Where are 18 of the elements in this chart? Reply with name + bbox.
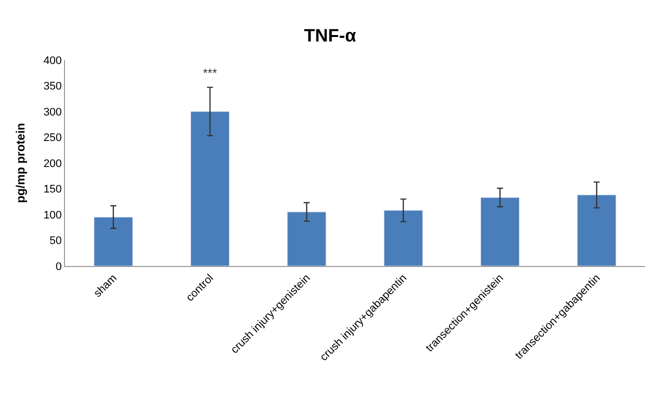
y-tick-label: 350	[43, 80, 62, 93]
chart-title: TNF-α	[304, 26, 356, 46]
bar	[190, 111, 230, 266]
annotation: ***	[203, 66, 218, 80]
y-tick-label: 150	[43, 184, 62, 196]
bar	[287, 212, 326, 266]
y-tick-label: 100	[43, 209, 62, 222]
y-tick-label: 200	[43, 158, 62, 170]
y-tick-label: 400	[43, 54, 62, 67]
y-tick-label: 300	[43, 106, 62, 118]
bar	[94, 216, 133, 266]
y-tick-label: 250	[43, 132, 62, 144]
y-tick-label: 0	[56, 260, 62, 273]
bar	[480, 197, 520, 266]
y-axis-title: pg/mp protein	[14, 123, 28, 203]
y-tick-label: 50	[50, 235, 62, 248]
bar	[577, 194, 616, 266]
bar	[384, 210, 423, 266]
